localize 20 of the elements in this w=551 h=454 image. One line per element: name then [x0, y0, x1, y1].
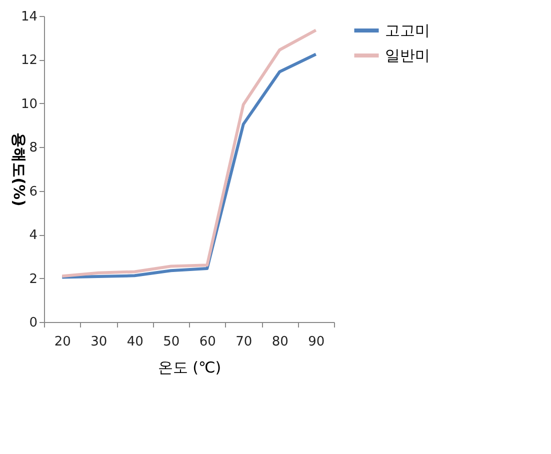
x-tick-label: 40 — [126, 334, 144, 350]
y-tick-label: 14 — [20, 10, 38, 24]
legend-label: 일반미 — [385, 46, 430, 64]
x-tick-label: 30 — [90, 334, 108, 350]
y-tick-label: 6 — [29, 184, 38, 200]
x-tick-label: 60 — [199, 334, 216, 350]
y-tick-label: 8 — [29, 140, 38, 156]
y-tick-label: 2 — [29, 272, 38, 287]
x-tick-label: 90 — [308, 334, 325, 350]
y-tick-label: 0 — [29, 316, 38, 330]
y-axis-title: 용해도(%) — [10, 132, 28, 206]
x-tick-label: 80 — [272, 334, 288, 350]
legend-label: 고고미 — [385, 22, 430, 40]
x-tick-label: 50 — [163, 334, 180, 350]
x-tick-label: 70 — [236, 334, 252, 350]
y-tick-label: 4 — [29, 228, 38, 244]
y-tick-label: 10 — [20, 96, 38, 112]
y-tick-label: 12 — [20, 53, 38, 68]
x-axis-title: 온도 (℃) — [158, 358, 222, 376]
x-tick-label: 20 — [54, 334, 71, 350]
